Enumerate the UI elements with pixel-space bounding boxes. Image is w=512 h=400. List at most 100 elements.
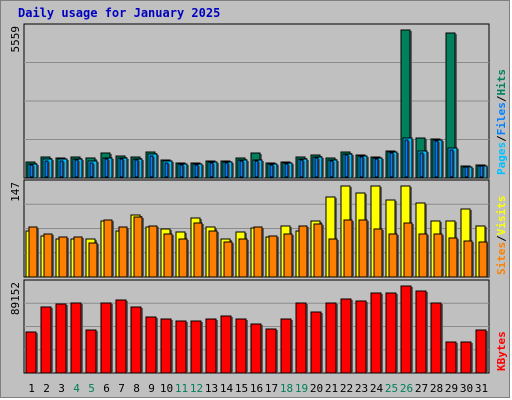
- panel-kbytes-axis-max: 89152: [9, 282, 22, 315]
- bar-sites: [58, 236, 68, 278]
- legend-pages-files-hits-part: Pages: [495, 142, 508, 175]
- bar-pages: [74, 159, 79, 178]
- bar-pages: [104, 158, 109, 178]
- bar-kbytes: [475, 329, 487, 374]
- bar-pages: [284, 163, 289, 178]
- legend-pages-files-hits-part: Files: [495, 102, 508, 135]
- bar-pages: [344, 154, 349, 178]
- bar-kbytes: [325, 302, 337, 374]
- legend-pages-files-hits-part: Hits: [495, 69, 508, 96]
- x-tick-label: 29: [445, 382, 458, 395]
- bar-pages: [299, 159, 304, 178]
- bar-kbytes: [40, 306, 52, 374]
- x-tick-label: 4: [73, 382, 80, 395]
- bar-kbytes: [235, 318, 247, 374]
- x-tick-label: 11: [175, 382, 188, 395]
- x-tick-label: 15: [235, 382, 248, 395]
- bar-kbytes: [175, 320, 187, 374]
- legend-sites-visits-part: Sites: [495, 242, 508, 275]
- legend-sites-visits-part: /: [495, 235, 508, 242]
- bar-pages: [134, 159, 139, 178]
- bar-kbytes: [430, 302, 442, 374]
- bar-pages: [419, 152, 424, 178]
- x-tick-label: 26: [400, 382, 413, 395]
- bar-pages: [179, 164, 184, 178]
- bar-sites: [163, 233, 173, 278]
- x-tick-label: 5: [88, 382, 95, 395]
- bar-pages: [269, 164, 274, 178]
- bar-sites: [328, 238, 338, 278]
- x-tick-label: 17: [265, 382, 278, 395]
- bar-sites: [418, 233, 428, 278]
- bar-kbytes: [25, 331, 37, 374]
- x-tick-label: 6: [103, 382, 110, 395]
- x-tick-label: 31: [475, 382, 488, 395]
- bar-sites: [343, 219, 353, 278]
- bar-kbytes: [295, 302, 307, 374]
- legend-pages-files-hits-part: /: [495, 95, 508, 102]
- bar-kbytes: [190, 320, 202, 374]
- legend-pages-files-hits: Pages/Files/Hits: [495, 69, 508, 175]
- bar-pages: [449, 149, 454, 178]
- bar-pages: [149, 155, 154, 178]
- x-tick-label: 25: [385, 382, 398, 395]
- bar-sites: [118, 226, 128, 278]
- x-tick-label: 2: [43, 382, 50, 395]
- bar-sites: [88, 242, 98, 278]
- bar-pages: [44, 160, 49, 178]
- bar-kbytes: [445, 341, 457, 374]
- bar-sites: [28, 226, 38, 278]
- x-tick-label: 21: [325, 382, 338, 395]
- bar-kbytes: [130, 306, 142, 374]
- x-tick-label: 12: [190, 382, 203, 395]
- x-tick-label: 3: [58, 382, 65, 395]
- bar-kbytes: [400, 285, 412, 374]
- x-tick-label: 24: [370, 382, 384, 395]
- bar-pages: [224, 162, 229, 178]
- bar-kbytes: [250, 323, 262, 374]
- bar-pages: [89, 162, 94, 178]
- bar-sites: [103, 219, 113, 278]
- x-tick-label: 22: [340, 382, 353, 395]
- bar-kbytes: [220, 315, 232, 374]
- bar-sites: [178, 238, 188, 278]
- bar-pages: [119, 158, 124, 178]
- bar-pages: [59, 160, 64, 178]
- legend-kbytes-part: KBytes: [495, 331, 508, 371]
- bar-pages: [194, 164, 199, 178]
- bar-kbytes: [145, 316, 157, 374]
- bar-sites: [358, 219, 368, 278]
- x-tick-label: 1: [28, 382, 35, 395]
- bar-sites: [388, 233, 398, 278]
- bar-kbytes: [370, 292, 382, 374]
- bar-kbytes: [205, 318, 217, 374]
- bar-sites: [238, 238, 248, 278]
- bar-sites: [73, 236, 83, 278]
- legend-sites-visits: Sites/Visits: [495, 196, 508, 276]
- x-tick-label: 7: [118, 382, 125, 395]
- bar-sites: [148, 225, 158, 278]
- x-tick-label: 10: [160, 382, 173, 395]
- bar-kbytes: [55, 303, 67, 374]
- panel-hits_files_pages-axis-max: 5559: [9, 26, 22, 53]
- bar-pages: [359, 156, 364, 178]
- bar-pages: [329, 160, 334, 178]
- chart-title: Daily usage for January 2025: [18, 6, 221, 20]
- bar-sites: [253, 226, 263, 278]
- bar-kbytes: [355, 300, 367, 374]
- bar-sites: [373, 228, 383, 278]
- bar-sites: [193, 222, 203, 278]
- bar-kbytes: [310, 311, 322, 374]
- x-tick-label: 27: [415, 382, 428, 395]
- bar-kbytes: [385, 292, 397, 374]
- bar-sites: [433, 233, 443, 278]
- bar-kbytes: [460, 341, 472, 374]
- bar-kbytes: [280, 318, 292, 374]
- bar-kbytes: [115, 299, 127, 374]
- bar-sites: [208, 230, 218, 278]
- bar-sites: [298, 225, 308, 278]
- bar-pages: [479, 165, 484, 178]
- bar-kbytes: [85, 329, 97, 374]
- bar-pages: [389, 152, 394, 178]
